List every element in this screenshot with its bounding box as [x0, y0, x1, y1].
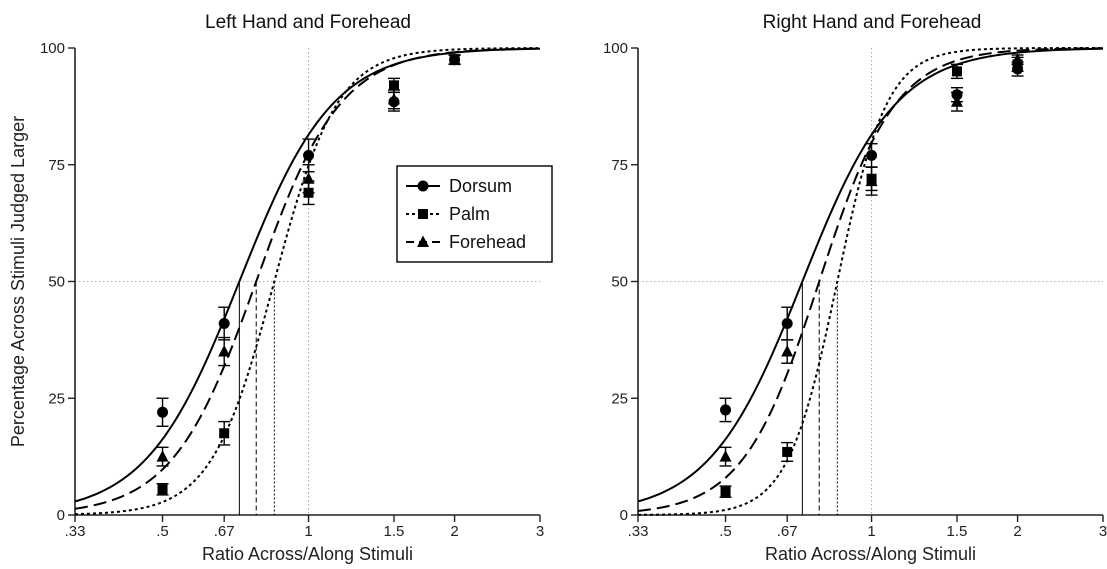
y-tick-label: 50 — [48, 274, 65, 291]
data-point-triangle — [218, 345, 231, 357]
data-point-triangle — [156, 450, 169, 462]
x-tick-label: .67 — [777, 523, 798, 540]
legend-label: Dorsum — [449, 176, 512, 196]
y-axis-label: Percentage Across Stimuli Judged Larger — [8, 116, 28, 447]
fit-curve — [637, 47, 1104, 512]
legend: Dorsum Palm Forehead — [396, 165, 553, 263]
x-tick-label: .5 — [156, 523, 169, 540]
legend-marker-circle — [417, 180, 429, 192]
fit-curve — [74, 47, 541, 510]
x-tick-label: .33 — [65, 523, 86, 540]
y-tick-label: 100 — [603, 40, 628, 57]
data-point-square — [951, 66, 962, 77]
fit-curve — [74, 47, 541, 503]
series-forehead — [637, 47, 1104, 515]
y-tick-label: 75 — [48, 157, 65, 174]
data-point-circle — [218, 318, 230, 330]
x-tick-label: 1.5 — [947, 523, 968, 540]
x-tick-label: .5 — [719, 523, 732, 540]
x-tick-label: 1.5 — [384, 523, 405, 540]
x-axis-label: Ratio Across/Along Stimuli — [202, 544, 413, 564]
panel-2: Right Hand and Forehead 0 25 50 75 100 .33 .5 .6… — [603, 12, 1107, 564]
x-tick-label: 1 — [304, 523, 312, 540]
data-point-triangle — [1011, 53, 1024, 65]
data-point-square — [720, 486, 731, 497]
series-forehead — [74, 47, 541, 515]
y-tick-label: 75 — [611, 157, 628, 174]
data-point-circle — [866, 149, 878, 161]
y-tick-label: 0 — [620, 507, 628, 524]
legend-label: Forehead — [449, 232, 526, 252]
x-tick-label: .33 — [628, 523, 649, 540]
y-tick-label: 25 — [48, 390, 65, 407]
data-point-circle — [157, 406, 169, 418]
data-point-square — [388, 80, 399, 91]
data-point-triangle — [387, 92, 400, 105]
panel-title: Left Hand and Forehead — [205, 12, 411, 33]
fit-curve — [74, 47, 541, 516]
panel-1: Left Hand and Forehead 0 25 50 75 100 .33 .5 .67… — [40, 12, 553, 564]
data-point-triangle — [448, 53, 461, 65]
fit-curve — [637, 47, 1104, 503]
data-point-triangle — [302, 172, 315, 184]
data-point-triangle — [865, 174, 878, 187]
x-tick-label: 3 — [536, 523, 544, 540]
y-tick-label: 50 — [611, 274, 628, 291]
y-tick-label: 0 — [57, 507, 65, 524]
x-tick-label: .67 — [214, 523, 235, 540]
y-tick-label: 25 — [611, 390, 628, 407]
y-tick-label: 100 — [40, 40, 65, 57]
panel-title: Right Hand and Forehead — [763, 12, 982, 33]
x-tick-label: 2 — [1013, 523, 1021, 540]
data-point-triangle — [781, 345, 794, 357]
x-tick-label: 2 — [450, 523, 458, 540]
x-axis-label: Ratio Across/Along Stimuli — [765, 544, 976, 564]
legend-label: Palm — [449, 204, 490, 224]
data-point-square — [219, 428, 230, 439]
data-point-square — [782, 446, 793, 457]
data-point-triangle — [950, 95, 963, 107]
x-tick-label: 1 — [867, 523, 875, 540]
legend-marker-triangle — [417, 235, 429, 247]
data-point-circle — [720, 404, 732, 416]
legend-marker-square — [418, 209, 428, 219]
data-point-circle — [781, 318, 793, 330]
data-point-triangle — [719, 450, 732, 462]
data-point-square — [157, 484, 168, 495]
x-tick-label: 3 — [1099, 523, 1107, 540]
